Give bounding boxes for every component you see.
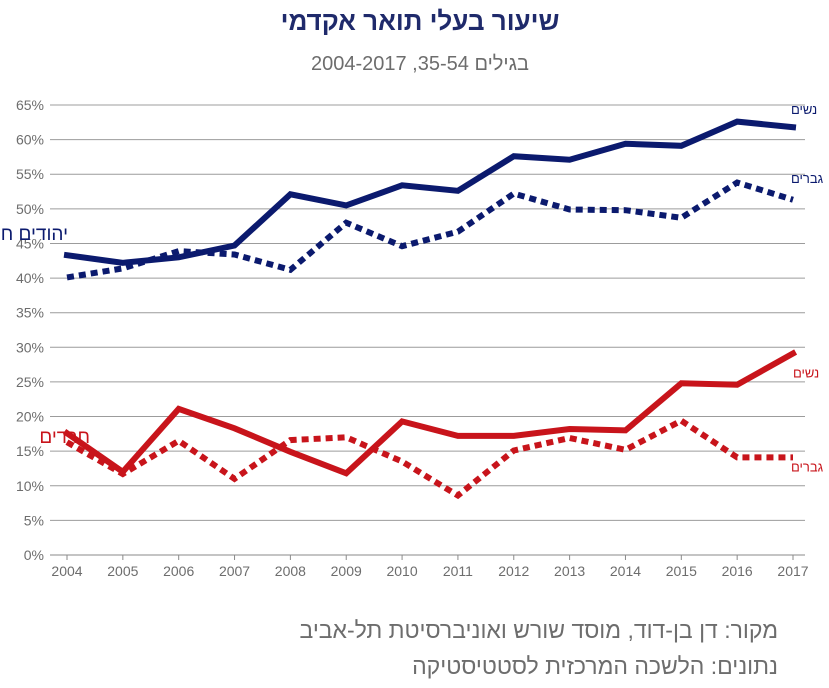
series-end-label: גברים [791, 171, 824, 186]
x-tick-label: 2010 [386, 563, 417, 579]
x-tick-label: 2015 [666, 563, 697, 579]
x-tick-label: 2014 [610, 563, 641, 579]
y-tick-label: 20% [16, 409, 44, 425]
x-axis-ticks: 2004 2005 2006 2007 2008 2009 2010 2011 2012 2013… [51, 555, 809, 579]
x-tick-label: 2011 [443, 563, 473, 579]
y-tick-label: 30% [16, 339, 44, 355]
x-tick-label: 2016 [722, 563, 753, 579]
series-labels: נשים גברים נשים גברים יהודים חילונים חרדים [0, 102, 824, 474]
series-line-2-solid [62, 349, 798, 477]
gridlines [50, 104, 805, 556]
y-axis-ticks: 0% 5% 10% 15% 20% 25% 30% 35% 40% 45% 50% 55% 60% 65% [16, 97, 44, 563]
series-line-0-solid [63, 118, 797, 266]
series-lines [62, 118, 798, 500]
group-label: חרדים [39, 427, 90, 448]
x-tick-label: 2013 [554, 563, 585, 579]
y-tick-label: 5% [24, 512, 44, 528]
x-tick-label: 2007 [219, 563, 250, 579]
series-line-1-dotted [66, 179, 794, 281]
x-tick-label: 2017 [777, 563, 808, 579]
x-tick-label: 2008 [275, 563, 306, 579]
data-source-line: נתונים: הלשכה המרכזית לסטטיסטיקה [412, 653, 778, 679]
series-end-label: נשים [793, 366, 819, 381]
y-tick-label: 65% [16, 97, 44, 113]
y-tick-label: 60% [16, 132, 44, 148]
chart-title: שיעור בעלי תואר אקדמי [281, 6, 560, 36]
y-tick-label: 25% [16, 374, 44, 390]
y-tick-label: 10% [16, 478, 44, 494]
x-tick-label: 2012 [498, 563, 529, 579]
group-label: יהודים חילונים [0, 224, 68, 245]
series-line-3-dotted [65, 417, 793, 500]
y-tick-label: 50% [16, 201, 44, 217]
y-tick-label: 35% [16, 305, 44, 321]
y-tick-label: 45% [16, 235, 44, 251]
y-tick-label: 40% [16, 270, 44, 286]
series-end-label: נשים [791, 102, 817, 117]
x-tick-label: 2006 [163, 563, 194, 579]
x-tick-label: 2005 [107, 563, 138, 579]
chart-subtitle: בגילים 35-54, 2004-2017 [311, 53, 529, 75]
source-line: מקור: דן בן-דוד, מוסד שורש ואוניברסיטת ת… [300, 617, 778, 643]
x-tick-label: 2004 [51, 563, 82, 579]
series-end-label: גברים [791, 459, 824, 474]
y-tick-label: 15% [16, 443, 44, 459]
x-tick-label: 2009 [331, 563, 362, 579]
y-tick-label: 55% [16, 166, 44, 182]
y-tick-label: 0% [24, 547, 44, 563]
